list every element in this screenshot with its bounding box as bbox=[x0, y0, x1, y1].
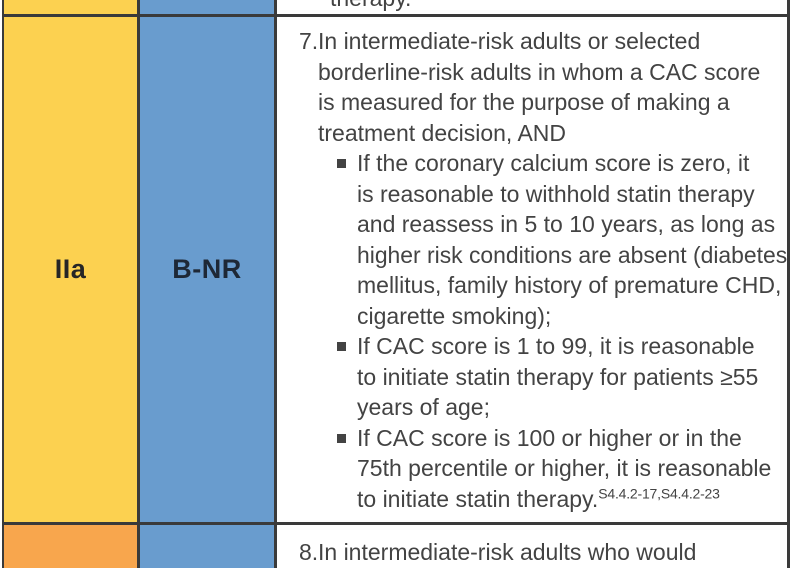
loe-badge: B-NR bbox=[172, 254, 242, 284]
recommendation-cell: therapy. bbox=[277, 0, 787, 14]
row-divider bbox=[4, 522, 787, 525]
recommendation-line: If CAC score is 1 to 99, it is reasonabl… bbox=[357, 333, 755, 359]
recommendation-line: to initiate statin therapy for patients … bbox=[357, 363, 759, 390]
column-divider bbox=[137, 17, 140, 522]
recommendation-line: 75th percentile or higher, it is reasona… bbox=[357, 455, 772, 481]
table-row-8-partial: 8. In intermediate-risk adults who would bbox=[4, 525, 787, 568]
recommendation-line: If CAC score is 100 or higher or in the bbox=[357, 424, 742, 451]
recommendation-line: is measured for the purpose of making a bbox=[318, 89, 730, 115]
column-divider bbox=[274, 0, 277, 14]
column-divider bbox=[137, 0, 140, 14]
recommendation-line: is reasonable to withhold statin therapy bbox=[357, 180, 755, 207]
recommendation-line: cigarette smoking); bbox=[357, 302, 552, 329]
bullet-item: If the coronary calcium score is zero, i… bbox=[318, 148, 787, 331]
recommendation-line: higher risk conditions are absent (diabe… bbox=[357, 241, 787, 268]
recommendation-cell: 8. In intermediate-risk adults who would bbox=[277, 525, 787, 568]
loe-cell bbox=[140, 0, 274, 14]
cor-cell: IIa bbox=[4, 17, 137, 522]
recommendation-7: 7. In intermediate-risk adults or selecte… bbox=[277, 17, 787, 514]
recommendation-line: years of age; bbox=[357, 394, 490, 420]
cor-cell bbox=[4, 525, 137, 568]
recommendation-number: 8. bbox=[299, 539, 319, 565]
recommendation-line: In intermediate-risk adults or selected bbox=[318, 28, 701, 54]
bullet-item: If CAC score is 100 or higher or in the 7… bbox=[318, 423, 787, 515]
recommendation-line: In intermediate-risk adults who would bbox=[318, 539, 697, 565]
recommendation-line: and reassess in 5 to 10 years, as long a… bbox=[357, 211, 776, 237]
clipped-recommendation-text: therapy. bbox=[330, 0, 411, 10]
recommendation-line: borderline-risk adults in whom a CAC sco… bbox=[318, 58, 761, 85]
reference-superscript: S4.4.2-17,S4.4.2-23 bbox=[598, 484, 720, 501]
loe-cell: B-NR bbox=[140, 17, 274, 522]
recommendation-line: treatment decision, AND bbox=[318, 119, 567, 146]
column-divider bbox=[274, 525, 277, 568]
recommendation-item: 7. In intermediate-risk adults or selecte… bbox=[277, 26, 787, 514]
recommendation-line: mellitus, family history of premature CH… bbox=[357, 272, 782, 298]
recommendation-line: to initiate statin therapy.S4.4.2-17,S4.… bbox=[357, 484, 720, 512]
cor-cell bbox=[4, 0, 137, 14]
recommendation-line: If the coronary calcium score is zero, i… bbox=[357, 150, 750, 176]
column-divider bbox=[274, 17, 277, 522]
bullet-item: If CAC score is 1 to 99, it is reasonabl… bbox=[318, 331, 787, 423]
loe-cell bbox=[140, 525, 274, 568]
row-divider bbox=[4, 14, 787, 17]
cor-badge: IIa bbox=[54, 254, 87, 284]
table-row-7: IIa B-NR 7. In intermediate-risk adults o… bbox=[4, 17, 787, 522]
recommendation-item: 8. In intermediate-risk adults who would bbox=[277, 537, 787, 568]
recommendation-8: 8. In intermediate-risk adults who would bbox=[277, 525, 787, 568]
table-row-partial-top: therapy. bbox=[4, 0, 787, 14]
column-divider bbox=[137, 525, 140, 568]
recommendation-number: 7. bbox=[299, 28, 319, 54]
recommendation-cell: 7. In intermediate-risk adults or selecte… bbox=[277, 17, 787, 522]
